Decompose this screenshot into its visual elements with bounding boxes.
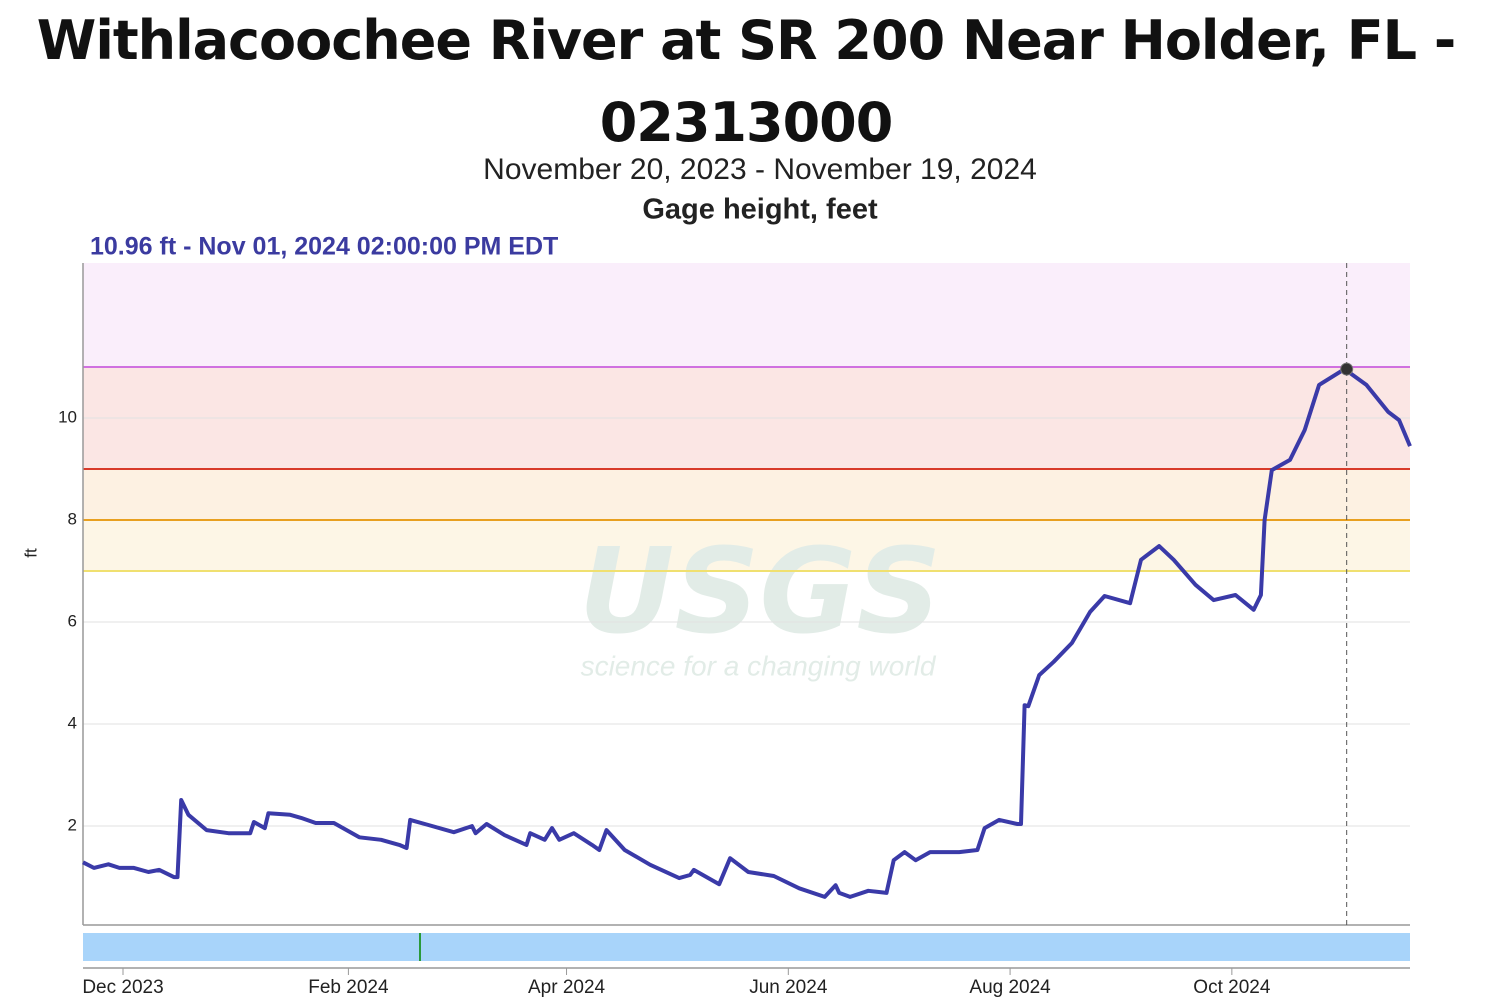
parameter: Gage height, feet bbox=[642, 194, 878, 226]
x-tick-label: Oct 2024 bbox=[1193, 977, 1271, 998]
x-tick-label: Apr 2024 bbox=[528, 977, 606, 998]
y-tick-label: 10 bbox=[58, 408, 77, 427]
threshold-band bbox=[83, 263, 1410, 368]
y-tick-label: 6 bbox=[68, 612, 77, 631]
navigator[interactable] bbox=[83, 933, 1410, 961]
watermark-tagline: science for a changing world bbox=[581, 650, 937, 681]
watermark: USGS bbox=[579, 522, 942, 660]
x-tick-label: Aug 2024 bbox=[969, 977, 1051, 998]
y-tick-label: 4 bbox=[68, 714, 77, 733]
x-tick-label: Feb 2024 bbox=[308, 977, 389, 998]
x-tick-label: Dec 2023 bbox=[82, 977, 163, 998]
chart-title: Withlacoochee River at SR 200 Near Holde… bbox=[36, 9, 1456, 154]
x-tick-label: Jun 2024 bbox=[749, 977, 828, 998]
threshold-band bbox=[83, 469, 1410, 521]
threshold-band bbox=[83, 520, 1410, 572]
hover-label: 10.96 ft - Nov 01, 2024 02:00:00 PM EDT bbox=[90, 233, 558, 261]
hover-point bbox=[1340, 362, 1354, 376]
subtitle: November 20, 2023 - November 19, 2024 bbox=[483, 153, 1037, 186]
y-tick-label: 2 bbox=[68, 816, 77, 835]
y-tick-label: 8 bbox=[68, 510, 77, 529]
y-axis-label: ft bbox=[21, 548, 40, 558]
data-line bbox=[82, 367, 1412, 899]
